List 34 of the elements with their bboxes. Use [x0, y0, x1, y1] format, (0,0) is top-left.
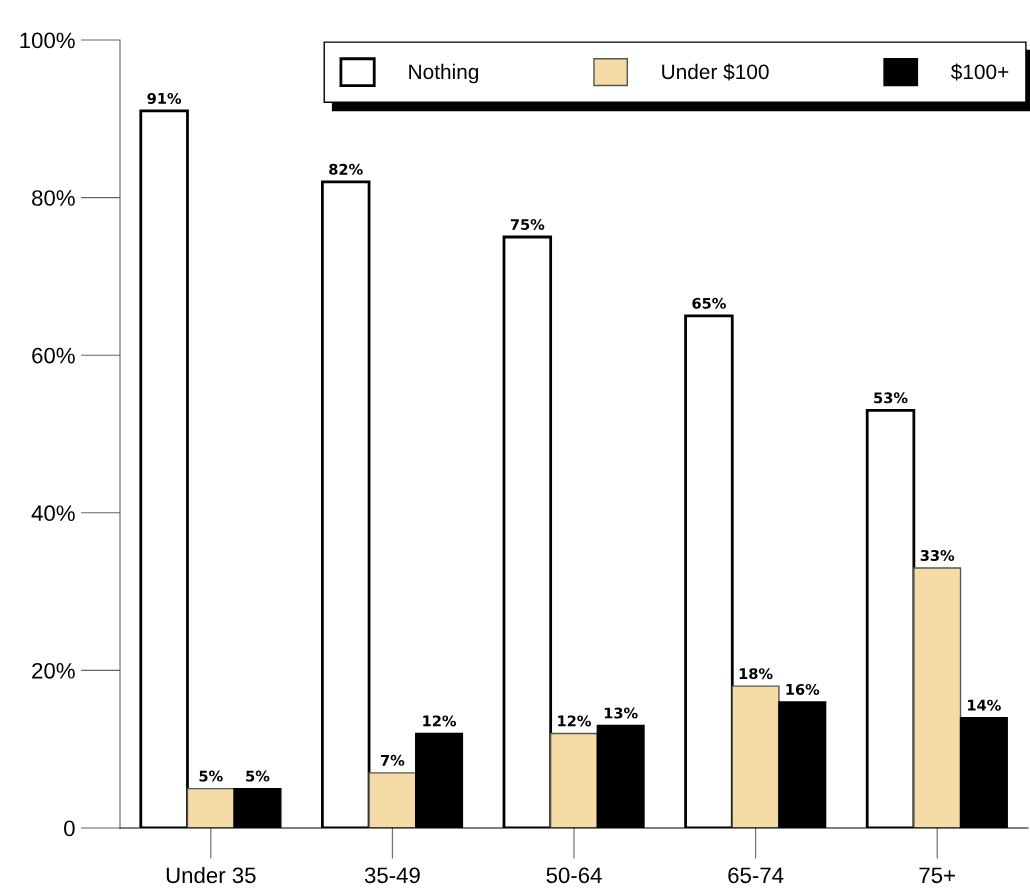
bar: [913, 567, 962, 828]
y-tick-label: 20%: [32, 662, 75, 679]
x-tick-label: Under 35: [166, 866, 256, 884]
data-label: 16%: [786, 683, 820, 695]
x-tick-label: 50-64: [546, 867, 602, 884]
y-tick-label: 80%: [32, 190, 75, 206]
data-label: 12%: [558, 715, 591, 727]
data-label: 75%: [510, 218, 545, 231]
data-label: 91%: [147, 92, 182, 104]
data-label: 5%: [199, 770, 223, 782]
data-label: 33%: [920, 549, 955, 561]
legend-label: Nothing: [409, 63, 479, 84]
bar: [186, 787, 235, 828]
data-label: 18%: [739, 668, 773, 680]
legend-label: $100+: [950, 63, 1009, 81]
bar: [549, 732, 599, 828]
x-tick-label: 75+: [919, 867, 955, 884]
y-tick-label: 0: [64, 820, 75, 837]
data-label: 14%: [968, 699, 1001, 711]
y-tick-label: 60%: [32, 347, 75, 364]
data-label: 7%: [381, 754, 405, 766]
x-tick-label: 35-49: [364, 867, 420, 884]
legend-label: Under $100: [662, 63, 769, 81]
y-tick-label: 100%: [20, 32, 75, 49]
data-label: 53%: [874, 392, 908, 404]
y-tick-label: 40%: [31, 505, 75, 522]
data-label: 5%: [246, 770, 270, 782]
x-tick-label: 65-74: [728, 867, 784, 884]
bar: [731, 685, 780, 828]
data-label: 12%: [423, 715, 457, 727]
data-label: 82%: [329, 163, 363, 175]
bar: [368, 772, 417, 828]
data-label: 65%: [692, 297, 726, 309]
data-label: 13%: [604, 707, 638, 719]
